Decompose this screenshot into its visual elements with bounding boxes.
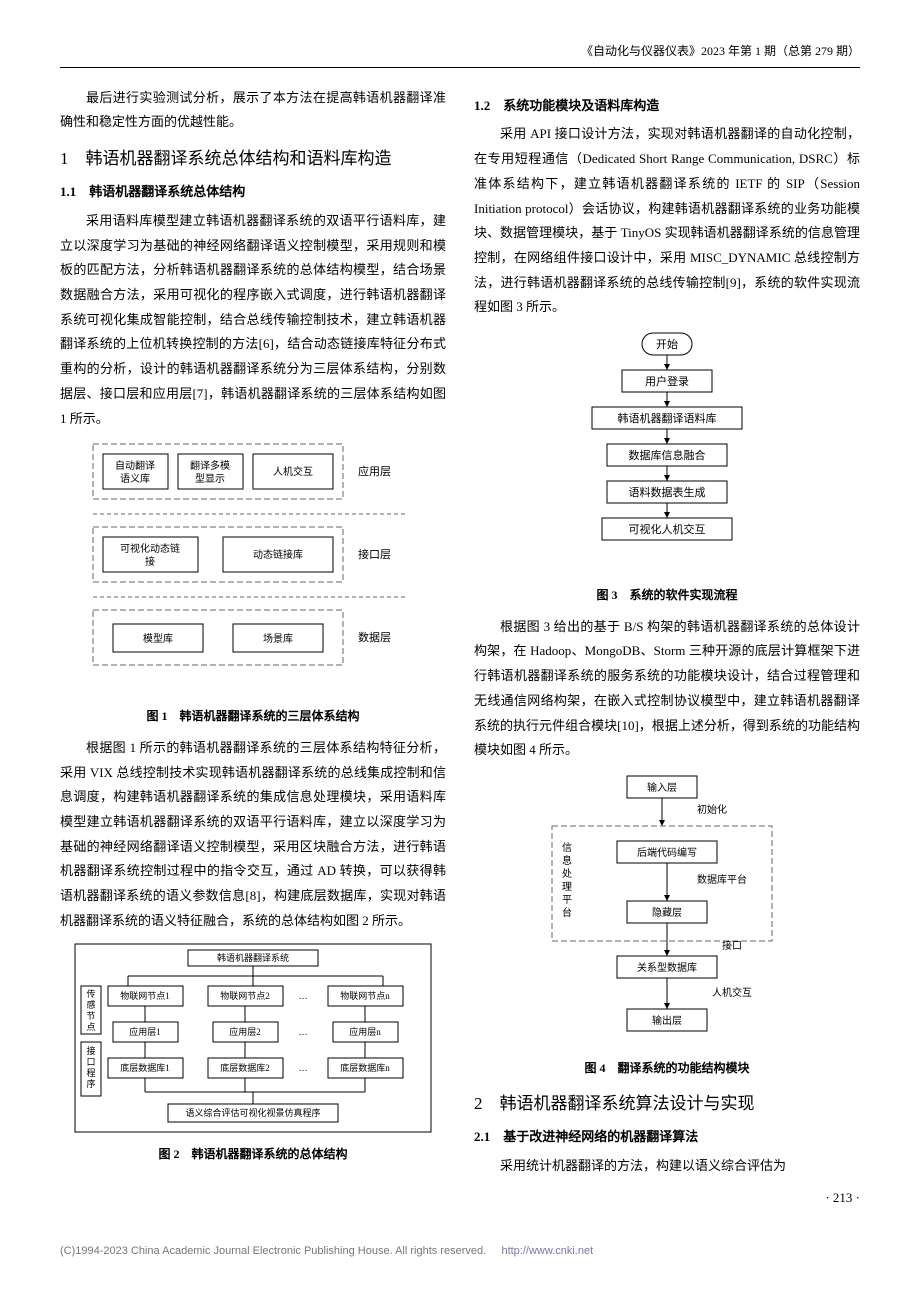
svg-text:应用层n: 应用层n — [349, 1026, 381, 1037]
svg-text:输出层: 输出层 — [652, 1014, 682, 1027]
svg-text:接: 接 — [145, 555, 155, 568]
svg-text:人机交互: 人机交互 — [273, 465, 313, 478]
svg-text:处: 处 — [562, 868, 572, 880]
section-2-title: 韩语机器翻译系统算法设计与实现 — [500, 1094, 755, 1113]
svg-text:韩语机器翻译系统: 韩语机器翻译系统 — [217, 952, 289, 963]
svg-text:接: 接 — [86, 1045, 95, 1056]
svg-text:后端代码编写: 后端代码编写 — [637, 846, 697, 859]
svg-text:语义库: 语义库 — [120, 472, 150, 485]
section-2-1-heading: 2.1 基于改进神经网络的机器翻译算法 — [474, 1125, 860, 1150]
page-number: · 213 · — [474, 1186, 860, 1211]
svg-text:应用层: 应用层 — [358, 464, 391, 478]
section-2-1-p1: 采用统计机器翻译的方法，构建以语义综合评估为 — [474, 1154, 860, 1179]
svg-text:物联网节点1: 物联网节点1 — [120, 990, 170, 1001]
section-1-1-heading: 1.1 韩语机器翻译系统总体结构 — [60, 180, 446, 205]
svg-text:底层数据库n: 底层数据库n — [340, 1062, 390, 1073]
svg-text:数据库平台: 数据库平台 — [697, 873, 747, 886]
svg-text:感: 感 — [86, 999, 95, 1010]
svg-text:…: … — [299, 1027, 308, 1037]
svg-text:自动翻译: 自动翻译 — [115, 459, 155, 472]
svg-text:动态链接库: 动态链接库 — [253, 548, 303, 561]
svg-text:程: 程 — [86, 1068, 95, 1078]
svg-text:场景库: 场景库 — [263, 632, 293, 645]
figure-3: .bx3{fill:#fff;stroke:#000;stroke-width:… — [474, 328, 860, 607]
svg-text:开始: 开始 — [656, 337, 678, 351]
svg-text:信: 信 — [562, 842, 572, 854]
svg-text:物联网节点n: 物联网节点n — [340, 990, 390, 1001]
svg-text:点: 点 — [86, 1022, 95, 1032]
svg-text:接口层: 接口层 — [358, 548, 391, 561]
section-1-1-p1: 采用语料库模型建立韩语机器翻译系统的双语平行语料库，建立以深度学习为基础的神经网… — [60, 209, 446, 431]
figure-2-svg: .bx2{fill:#fff;stroke:#000;stroke-width:… — [73, 942, 433, 1137]
svg-text:应用层1: 应用层1 — [129, 1026, 161, 1037]
svg-text:底层数据库1: 底层数据库1 — [120, 1062, 170, 1073]
section-2-heading: 2 韩语机器翻译系统算法设计与实现 — [474, 1090, 860, 1117]
svg-text:物联网节点2: 物联网节点2 — [220, 990, 270, 1001]
svg-text:初始化: 初始化 — [697, 803, 727, 816]
figure-4-caption: 图 4 翻译系统的功能结构模块 — [474, 1057, 860, 1080]
section-1-heading: 1 韩语机器翻译系统总体结构和语料库构造 — [60, 145, 446, 172]
svg-text:口: 口 — [86, 1057, 95, 1067]
svg-text:隐藏层: 隐藏层 — [652, 907, 682, 919]
footer-link[interactable]: http://www.cnki.net — [501, 1245, 593, 1257]
right-column: 1.2 系统功能模块及语料库构造 采用 API 接口设计方法，实现对韩语机器翻译… — [474, 86, 860, 1211]
journal-header: 《自动化与仪器仪表》2023 年第 1 期（总第 279 期） — [60, 40, 860, 68]
svg-text:…: … — [299, 991, 308, 1001]
svg-text:数据层: 数据层 — [358, 630, 391, 644]
figure-1: .bx{fill:#fff;stroke:#000;stroke-width:1… — [60, 439, 446, 728]
section-1-2-p1: 采用 API 接口设计方法，实现对韩语机器翻译的自动化控制，在专用短程通信（De… — [474, 122, 860, 320]
svg-text:接口: 接口 — [722, 939, 742, 952]
two-column-layout: 最后进行实验测试分析，展示了本方法在提高韩语机器翻译准确性和稳定性方面的优越性能… — [60, 86, 860, 1211]
svg-text:息: 息 — [562, 854, 572, 867]
intro-para: 最后进行实验测试分析，展示了本方法在提高韩语机器翻译准确性和稳定性方面的优越性能… — [60, 86, 446, 135]
svg-text:翻译多模: 翻译多模 — [190, 459, 230, 472]
svg-text:韩语机器翻译语料库: 韩语机器翻译语料库 — [618, 411, 717, 425]
figure-2: .bx2{fill:#fff;stroke:#000;stroke-width:… — [60, 942, 446, 1166]
svg-text:人机交互: 人机交互 — [712, 986, 752, 999]
svg-text:…: … — [299, 1063, 308, 1073]
section-1-title: 韩语机器翻译系统总体结构和语料库构造 — [86, 149, 392, 168]
svg-text:序: 序 — [86, 1078, 95, 1089]
svg-text:应用层2: 应用层2 — [229, 1026, 261, 1037]
section-1-1-p2: 根据图 1 所示的韩语机器翻译系统的三层体系结构特征分析，采用 VIX 总线控制… — [60, 736, 446, 934]
svg-text:可视化人机交互: 可视化人机交互 — [629, 522, 706, 536]
svg-text:理: 理 — [562, 881, 572, 893]
svg-text:底层数据库2: 底层数据库2 — [220, 1062, 270, 1073]
svg-text:型显示: 型显示 — [195, 472, 225, 485]
svg-text:关系型数据库: 关系型数据库 — [637, 961, 697, 974]
section-1-2-heading: 1.2 系统功能模块及语料库构造 — [474, 94, 860, 119]
left-column: 最后进行实验测试分析，展示了本方法在提高韩语机器翻译准确性和稳定性方面的优越性能… — [60, 86, 446, 1211]
figure-2-caption: 图 2 韩语机器翻译系统的总体结构 — [60, 1143, 446, 1166]
svg-text:节: 节 — [86, 1011, 95, 1021]
section-1-2-p2: 根据图 3 给出的基于 B/S 构架的韩语机器翻译系统的总体设计构架，在 Had… — [474, 615, 860, 763]
svg-text:数据库信息融合: 数据库信息融合 — [629, 448, 706, 462]
svg-text:传: 传 — [86, 988, 95, 999]
svg-text:语义综合评估可视化视景仿真程序: 语义综合评估可视化视景仿真程序 — [185, 1107, 320, 1118]
figure-3-svg: .bx3{fill:#fff;stroke:#000;stroke-width:… — [552, 328, 782, 578]
svg-text:输入层: 输入层 — [647, 781, 677, 794]
figure-1-svg: .bx{fill:#fff;stroke:#000;stroke-width:1… — [88, 439, 418, 699]
footer: (C)1994-2023 China Academic Journal Elec… — [60, 1241, 860, 1262]
svg-text:台: 台 — [562, 906, 572, 919]
footer-text: (C)1994-2023 China Academic Journal Elec… — [60, 1245, 486, 1257]
svg-text:平: 平 — [562, 895, 572, 906]
svg-text:用户登录: 用户登录 — [645, 374, 689, 388]
figure-4: .bx4{fill:#fff;stroke:#000;stroke-width:… — [474, 771, 860, 1080]
section-1-num: 1 — [60, 149, 69, 168]
svg-text:语料数据表生成: 语料数据表生成 — [629, 485, 706, 499]
svg-text:可视化动态链: 可视化动态链 — [120, 542, 180, 555]
section-2-num: 2 — [474, 1094, 483, 1113]
figure-3-caption: 图 3 系统的软件实现流程 — [474, 584, 860, 607]
svg-text:模型库: 模型库 — [143, 632, 173, 645]
figure-1-caption: 图 1 韩语机器翻译系统的三层体系结构 — [60, 705, 446, 728]
figure-4-svg: .bx4{fill:#fff;stroke:#000;stroke-width:… — [522, 771, 812, 1051]
